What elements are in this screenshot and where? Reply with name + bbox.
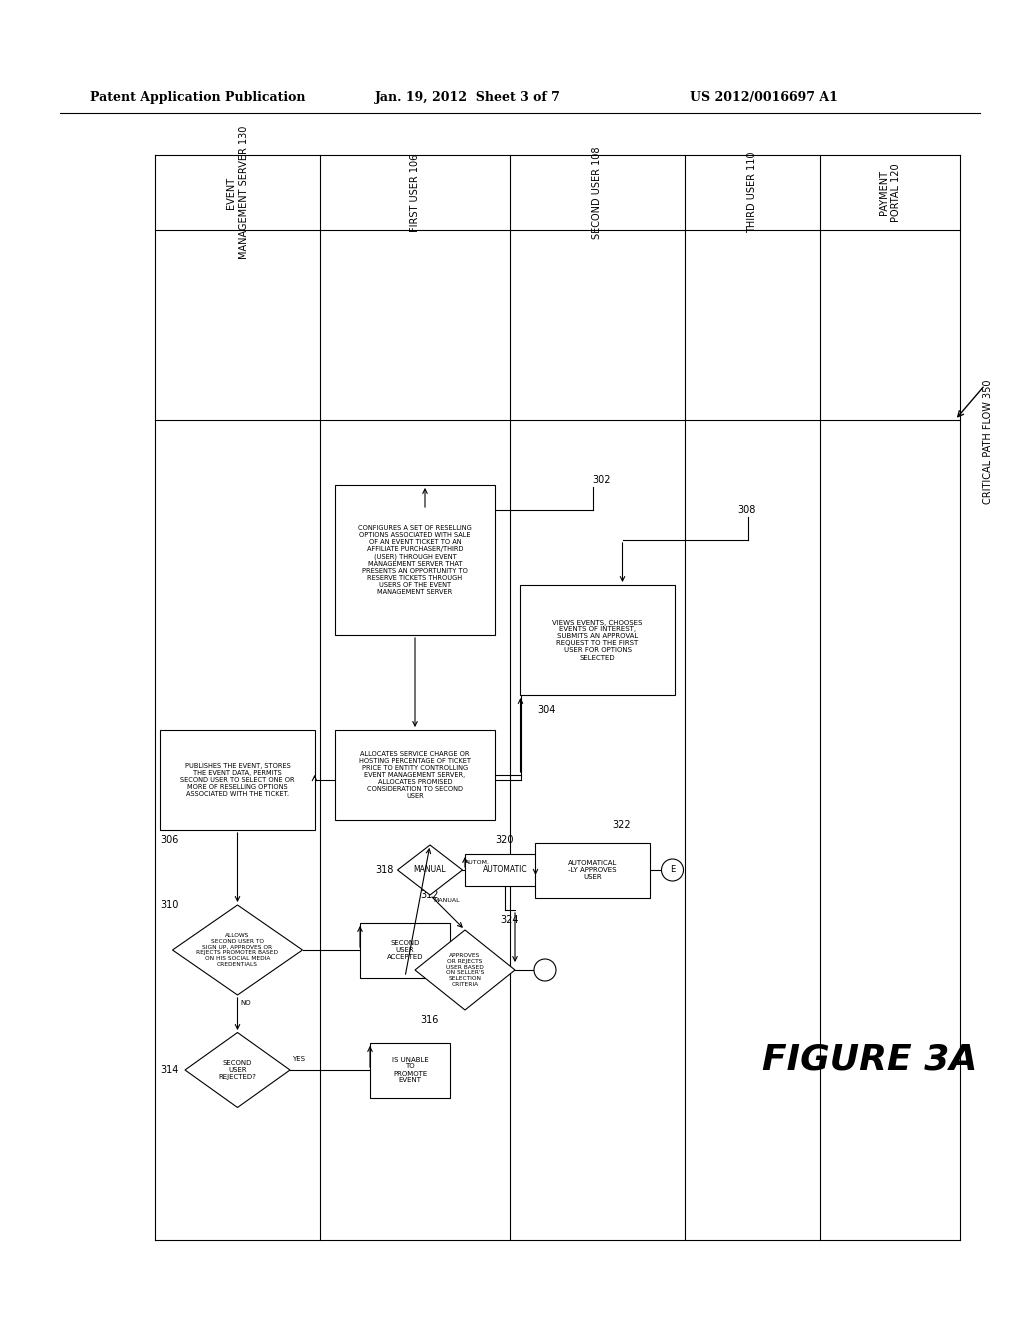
Text: SECOND
USER
REJECTED?: SECOND USER REJECTED? <box>218 1060 256 1080</box>
Text: Jan. 19, 2012  Sheet 3 of 7: Jan. 19, 2012 Sheet 3 of 7 <box>375 91 561 103</box>
Text: FIGURE 3A: FIGURE 3A <box>762 1043 978 1077</box>
FancyBboxPatch shape <box>370 1043 450 1097</box>
Text: EVENT
MANAGEMENT SERVER 130: EVENT MANAGEMENT SERVER 130 <box>226 125 249 259</box>
Text: YES: YES <box>293 1056 305 1063</box>
Text: 318: 318 <box>375 865 393 875</box>
Text: 314: 314 <box>160 1065 178 1074</box>
Text: NO: NO <box>241 1001 251 1006</box>
Text: 302: 302 <box>593 475 611 484</box>
Circle shape <box>662 859 683 880</box>
Text: MANUAL: MANUAL <box>433 898 460 903</box>
Text: PAYMENT
PORTAL 120: PAYMENT PORTAL 120 <box>879 164 901 222</box>
Text: CONFIGURES A SET OF RESELLING
OPTIONS ASSOCIATED WITH SALE
OF AN EVENT TICKET TO: CONFIGURES A SET OF RESELLING OPTIONS AS… <box>358 525 472 595</box>
Text: 304: 304 <box>538 705 556 715</box>
Text: FIRST USER 106: FIRST USER 106 <box>410 153 420 231</box>
FancyBboxPatch shape <box>335 484 495 635</box>
FancyBboxPatch shape <box>335 730 495 820</box>
Text: VIEWS EVENTS, CHOOSES
EVENTS OF INTEREST,
SUBMITS AN APPROVAL
REQUEST TO THE FIR: VIEWS EVENTS, CHOOSES EVENTS OF INTEREST… <box>552 619 643 660</box>
Text: IS UNABLE
TO
PROMOTE
EVENT: IS UNABLE TO PROMOTE EVENT <box>391 1056 428 1084</box>
Text: SECOND USER 108: SECOND USER 108 <box>593 147 602 239</box>
Text: PUBLISHES THE EVENT, STORES
THE EVENT DATA, PERMITS
SECOND USER TO SELECT ONE OR: PUBLISHES THE EVENT, STORES THE EVENT DA… <box>180 763 295 797</box>
Polygon shape <box>185 1032 290 1107</box>
Polygon shape <box>397 845 463 895</box>
Text: APPROVES
OR REJECTS
USER BASED
ON SELLER'S
SELECTION
CRITERIA: APPROVES OR REJECTS USER BASED ON SELLER… <box>445 953 484 987</box>
FancyBboxPatch shape <box>520 585 675 696</box>
Text: ALLOCATES SERVICE CHARGE OR
HOSTING PERCENTAGE OF TICKET
PRICE TO ENTITY CONTROL: ALLOCATES SERVICE CHARGE OR HOSTING PERC… <box>359 751 471 799</box>
Text: CRITICAL PATH FLOW 350: CRITICAL PATH FLOW 350 <box>983 380 993 504</box>
FancyBboxPatch shape <box>535 842 650 898</box>
Text: 310: 310 <box>160 900 178 909</box>
FancyBboxPatch shape <box>160 730 315 830</box>
Text: SECOND
USER
ACCEPTED: SECOND USER ACCEPTED <box>387 940 423 960</box>
FancyBboxPatch shape <box>465 854 545 886</box>
Text: 320: 320 <box>495 836 513 845</box>
Text: E: E <box>670 866 675 874</box>
Text: Patent Application Publication: Patent Application Publication <box>90 91 305 103</box>
Text: 324: 324 <box>500 915 518 925</box>
Text: US 2012/0016697 A1: US 2012/0016697 A1 <box>690 91 838 103</box>
Text: 306: 306 <box>160 836 178 845</box>
Text: AUTOMATIC: AUTOMATIC <box>482 866 527 874</box>
Text: AUTOMATICAL
-LY APPROVES
USER: AUTOMATICAL -LY APPROVES USER <box>568 861 617 880</box>
Text: 316: 316 <box>420 1015 438 1026</box>
Text: MANUAL: MANUAL <box>414 866 446 874</box>
Text: 308: 308 <box>737 506 756 515</box>
Circle shape <box>534 960 556 981</box>
Text: 312: 312 <box>420 890 438 900</box>
Polygon shape <box>415 931 515 1010</box>
Text: THIRD USER 110: THIRD USER 110 <box>748 152 758 234</box>
Text: AUTOM.: AUTOM. <box>465 861 490 865</box>
Text: ALLOWS
SECOND USER TO
SIGN UP, APPROVES OR
REJECTS PROMOTER BASED
ON HIS SOCIAL : ALLOWS SECOND USER TO SIGN UP, APPROVES … <box>197 933 279 968</box>
FancyBboxPatch shape <box>360 923 450 978</box>
Polygon shape <box>172 906 302 995</box>
Text: 322: 322 <box>612 820 631 830</box>
